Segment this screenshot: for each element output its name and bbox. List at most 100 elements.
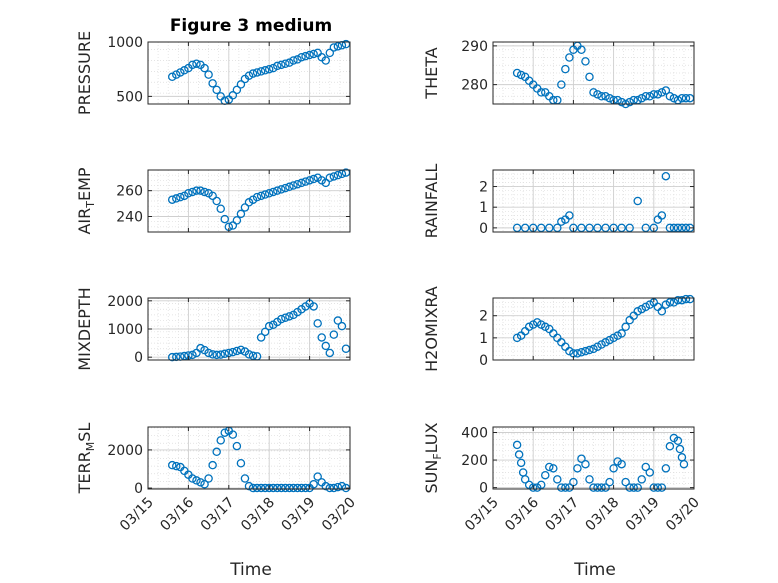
data-point — [244, 71, 254, 80]
data-point — [597, 92, 606, 101]
data-point — [617, 329, 626, 338]
data-point — [621, 322, 630, 332]
subplot-theta: 280 290 THETA — [422, 39, 695, 109]
data-point — [167, 72, 177, 82]
data-point — [337, 481, 347, 491]
subplot-rainfall: 0 1 2 RAINFALL — [422, 164, 695, 238]
data-point — [176, 68, 185, 77]
data-point — [653, 90, 663, 99]
data-point — [200, 187, 209, 197]
data-point — [309, 302, 318, 311]
subplot-h2omixra: 0 1 2 H2OMIXRA — [422, 286, 695, 372]
data-point — [305, 176, 314, 185]
y-tick-label: 1 — [479, 200, 488, 216]
data-point — [637, 475, 646, 484]
x-tick-label: 03/18 — [238, 495, 278, 535]
data-point — [536, 320, 546, 329]
axes-box — [147, 41, 351, 105]
data-point — [273, 186, 282, 195]
data-point — [260, 327, 270, 337]
data-point — [293, 483, 302, 493]
data-point — [545, 223, 554, 233]
data-point — [264, 321, 274, 331]
y-tick-label: 2000 — [107, 294, 143, 310]
data-point — [577, 347, 586, 357]
data-point — [281, 483, 290, 493]
data-point — [297, 52, 306, 62]
data-point — [188, 350, 197, 360]
data-point — [232, 85, 242, 95]
data-point — [281, 59, 290, 69]
data-point — [256, 67, 266, 76]
subplot-air-temp: 240 260 AIRTEMP — [75, 167, 351, 235]
data-point — [516, 458, 526, 468]
data-point — [289, 56, 298, 65]
x-axis-label-left: Time — [229, 560, 272, 580]
data-point — [297, 483, 306, 493]
data-point — [232, 441, 242, 451]
data-point — [629, 483, 638, 492]
x-tick-label: 03/17 — [198, 495, 238, 535]
data-point — [532, 318, 542, 327]
data-point — [681, 223, 691, 233]
data-point — [681, 93, 691, 103]
data-point — [167, 352, 177, 362]
data-point — [329, 43, 339, 52]
data-point — [645, 300, 655, 309]
data-point — [625, 97, 634, 107]
data-point — [520, 223, 530, 233]
data-point — [609, 464, 618, 473]
data-point — [277, 60, 286, 70]
data-point — [617, 97, 626, 107]
data-point — [673, 295, 683, 305]
data-point — [585, 345, 594, 355]
data-point — [577, 454, 586, 463]
data-point — [524, 322, 534, 332]
data-point — [256, 333, 266, 342]
data-point — [264, 188, 274, 198]
data-point — [657, 307, 667, 316]
data-point — [573, 464, 582, 473]
y-tick-label: 0 — [134, 350, 143, 366]
data-point — [289, 483, 298, 493]
data-point — [277, 185, 286, 194]
y-tick-label: 260 — [116, 184, 143, 200]
data-point — [565, 346, 574, 356]
data-point — [661, 300, 671, 309]
data-point — [512, 223, 522, 233]
axes-box — [492, 169, 695, 233]
data-point — [601, 338, 610, 347]
data-point — [188, 60, 197, 70]
data-point — [273, 61, 282, 71]
y-tick-label: 0 — [479, 481, 488, 497]
data-point — [240, 203, 250, 212]
data-point — [321, 481, 331, 491]
data-point — [536, 88, 546, 97]
data-point — [325, 48, 335, 58]
data-point — [661, 171, 671, 181]
data-point — [240, 474, 250, 483]
subplot-mixdepth: 0 1000 2000 MIXDEPTH — [75, 287, 351, 371]
data-point — [593, 223, 602, 233]
data-point — [665, 92, 675, 101]
data-point — [633, 196, 642, 206]
data-point — [512, 440, 522, 450]
data-point — [216, 436, 225, 445]
x-tick-label: 03/19 — [623, 495, 663, 535]
data-point — [581, 459, 590, 469]
data-point — [597, 340, 606, 349]
data-point — [313, 472, 322, 481]
data-point — [669, 298, 679, 307]
data-point — [172, 461, 181, 471]
data-point — [228, 221, 238, 230]
figure-title: Figure 3 medium — [170, 16, 332, 36]
data-point — [665, 298, 675, 307]
data-point — [512, 333, 522, 343]
data-point — [188, 187, 197, 197]
data-point — [268, 187, 278, 197]
y-tick-label: 1000 — [107, 322, 143, 338]
data-point — [248, 483, 258, 493]
y-tick-label: 2 — [479, 309, 488, 325]
data-point — [329, 483, 339, 493]
x-tick-label: 03/15 — [462, 495, 502, 535]
